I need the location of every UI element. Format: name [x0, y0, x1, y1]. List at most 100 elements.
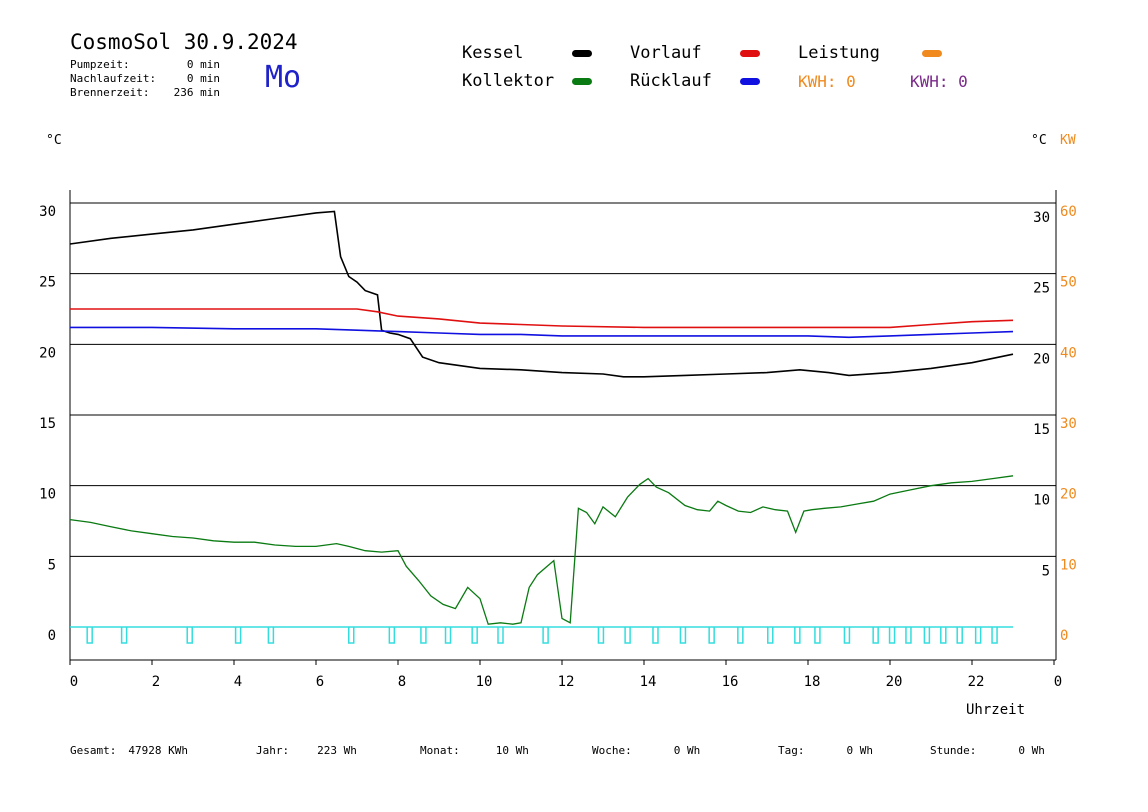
pump-pulse: [388, 627, 396, 644]
pump-pulse: [186, 627, 193, 644]
footer-woche: Woche: 0 Wh: [592, 744, 700, 757]
y2-tick-label-right: 40: [1060, 345, 1077, 361]
y-tick-label-right: 5: [1042, 563, 1050, 579]
pump-pulse: [267, 627, 275, 644]
x-tick-label: 16: [722, 674, 739, 690]
stat-pumpzeit: Pumpzeit: 0 min: [70, 58, 220, 71]
pump-pulse: [794, 627, 801, 644]
y-tick-label-left: 20: [39, 345, 56, 361]
footer-label: Gesamt:: [70, 744, 117, 757]
chart-title: CosmoSol 30.9.2024: [70, 30, 298, 54]
footer-value: 223 Wh: [317, 744, 357, 757]
footer-label: Jahr:: [256, 744, 290, 757]
series-kollektor: [69, 475, 1014, 625]
stat-value: 236 min: [173, 86, 220, 99]
pump-pulse: [843, 627, 851, 644]
x-tick-label: 6: [316, 674, 324, 690]
legend-vorlauf-swatch: [740, 50, 760, 57]
pump-pulse: [737, 627, 744, 644]
legend-vorlauf-label: Vorlauf: [630, 43, 702, 63]
stat-label: Pumpzeit:: [70, 58, 130, 71]
pump-pulse: [974, 627, 982, 644]
pump-pulse: [923, 627, 931, 644]
pump-pulse: [940, 627, 947, 644]
footer-gesamt: Gesamt: 47928 KWh: [70, 744, 188, 757]
footer-value: 10 Wh: [495, 744, 529, 757]
legend-leistung-swatch: [922, 50, 942, 57]
y-tick-label-right: 30: [1033, 210, 1050, 226]
footer-stunde: Stunde: 0 Wh: [930, 744, 1045, 757]
pump-pulse: [888, 627, 896, 644]
y-tick-label-left: 5: [48, 557, 56, 573]
kwh-secondary: KWH: 0: [910, 72, 968, 91]
stat-value: 0 min: [186, 58, 220, 71]
pump-pulse: [814, 627, 821, 644]
legend-ruecklauf-swatch: [740, 78, 760, 85]
x-tick-label: 4: [234, 674, 242, 690]
pump-pulse: [708, 627, 715, 644]
pump-pulse: [872, 627, 879, 644]
series-kessel: [69, 210, 1014, 378]
pump-pulse: [652, 627, 659, 644]
y-tick-label-right: 20: [1033, 351, 1050, 367]
y-tick-label-right: 15: [1033, 422, 1050, 438]
x-tick-label: 18: [804, 674, 821, 690]
y-tick-label-left: 25: [39, 275, 56, 291]
legend-kollektor-swatch: [572, 78, 592, 85]
pump-pulse: [120, 627, 128, 644]
right-unit: °C: [1031, 133, 1047, 148]
legend-kessel-label: Kessel: [462, 43, 524, 63]
y-tick-label-left: 0: [48, 628, 56, 644]
x-tick-label: 10: [476, 674, 493, 690]
series-vorlauf: [70, 308, 1014, 329]
footer-value: 0 Wh: [673, 744, 701, 757]
pump-pulse: [420, 627, 427, 644]
x-tick-label: 22: [968, 674, 985, 690]
x-tick-label: 14: [640, 674, 657, 690]
y2-tick-label-right: 30: [1060, 416, 1077, 432]
pump-pulse: [991, 627, 998, 644]
pump-pulse: [679, 627, 687, 644]
y-tick-label-left: 10: [39, 487, 56, 503]
pump-pulse: [86, 627, 93, 644]
footer-label: Stunde:: [930, 744, 977, 757]
x-axis-label: Uhrzeit: [966, 702, 1026, 718]
pump-pulse: [497, 627, 504, 644]
y2-tick-label-right: 0: [1060, 628, 1068, 644]
series-rcklauf: [70, 326, 1014, 339]
x-tick-label: 2: [152, 674, 160, 690]
pump-pulse: [471, 627, 478, 644]
pump-pulse: [956, 627, 963, 644]
legend-ruecklauf-label: Rücklauf: [630, 71, 712, 91]
x-tick-label: 20: [886, 674, 903, 690]
pump-pulse: [542, 627, 549, 644]
pump-pulse: [624, 627, 631, 644]
y-tick-label-left: 15: [39, 416, 56, 432]
weekday-label: Mo: [265, 60, 302, 95]
pump-pulse: [444, 627, 452, 644]
left-unit: °C: [46, 133, 62, 148]
x-tick-label: 0: [1054, 674, 1062, 690]
grid: [69, 190, 1057, 661]
pump-pulse: [905, 627, 912, 644]
footer-label: Woche:: [592, 744, 632, 757]
legend-kessel-swatch: [572, 50, 592, 57]
pump-pulse: [767, 627, 774, 644]
footer-tag: Tag: 0 Wh: [778, 744, 873, 757]
kwh-leistung: KWH: 0: [798, 72, 856, 91]
footer-value: 0 Wh: [846, 744, 874, 757]
y2-tick-label-right: 60: [1060, 204, 1077, 220]
y2-tick-label-right: 20: [1060, 487, 1077, 503]
y-tick-label-right: 10: [1033, 493, 1050, 509]
y2-tick-label-right: 10: [1060, 557, 1077, 573]
pump-pulse: [597, 627, 605, 644]
y2-tick-label-right: 50: [1060, 275, 1077, 291]
pump-markers: [70, 626, 1013, 644]
series-group: [69, 210, 1014, 625]
stat-label: Brennerzeit:: [70, 86, 150, 99]
pump-pulse: [348, 627, 355, 644]
stat-nachlaufzeit: Nachlaufzeit: 0 min: [70, 72, 220, 85]
footer-monat: Monat: 10 Wh: [420, 744, 529, 757]
